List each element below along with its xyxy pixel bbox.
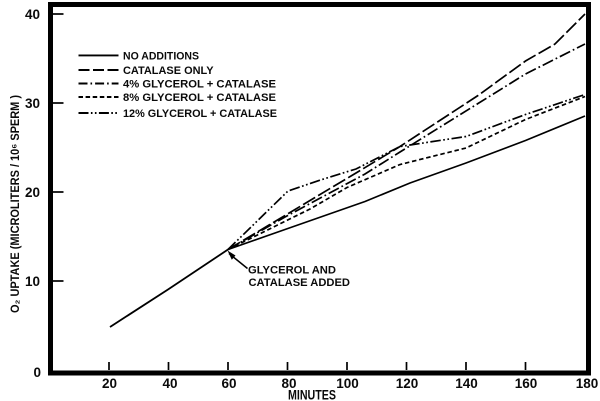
svg-text:CATALASE ADDED: CATALASE ADDED <box>249 277 351 289</box>
svg-text:O₂ UPTAKE (MICROLITERS / 10⁶ S: O₂ UPTAKE (MICROLITERS / 10⁶ SPERM ) <box>10 95 22 313</box>
svg-text:30: 30 <box>25 96 40 111</box>
svg-text:20: 20 <box>102 376 117 391</box>
svg-text:20: 20 <box>25 185 40 200</box>
svg-text:80: 80 <box>281 376 296 391</box>
svg-text:8% GLYCEROL + CATALASE: 8% GLYCEROL + CATALASE <box>123 92 276 104</box>
svg-text:120: 120 <box>396 376 419 391</box>
svg-text:140: 140 <box>455 376 478 391</box>
svg-text:GLYCEROL AND: GLYCEROL AND <box>248 264 336 276</box>
svg-text:180: 180 <box>576 376 599 391</box>
svg-text:40: 40 <box>25 7 40 22</box>
svg-text:NO ADDITIONS: NO ADDITIONS <box>123 50 199 62</box>
svg-text:0: 0 <box>33 365 41 380</box>
svg-text:12% GLYCEROL + CATALASE: 12% GLYCEROL + CATALASE <box>123 108 277 120</box>
svg-text:MINUTES: MINUTES <box>288 388 336 401</box>
svg-text:160: 160 <box>515 376 538 391</box>
svg-text:100: 100 <box>336 376 359 391</box>
svg-text:CATALASE ONLY: CATALASE ONLY <box>123 65 214 77</box>
svg-text:60: 60 <box>221 376 236 391</box>
svg-text:40: 40 <box>162 376 177 391</box>
svg-text:10: 10 <box>25 274 40 289</box>
svg-text:4% GLYCEROL + CATALASE: 4% GLYCEROL + CATALASE <box>123 79 276 91</box>
